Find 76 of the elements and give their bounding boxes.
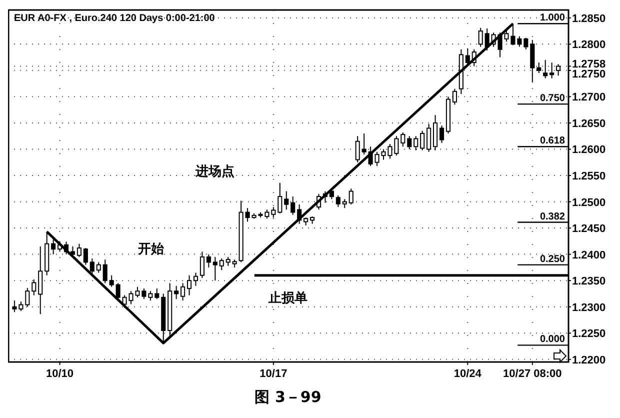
candlestick [284,190,289,210]
candlestick [90,258,94,275]
candlestick [524,37,528,50]
candlestick [38,246,43,315]
candlestick [426,124,432,152]
candlestick [348,188,354,205]
caption: 图 3－99 [254,388,322,406]
annotation: 0.250 [540,254,566,265]
y-tick-label: 1.2750 [572,68,606,80]
annotation: 开始 [136,242,165,257]
y-tick-label: 1.2550 [572,170,606,182]
annotation: 0.382 [540,211,566,222]
candlestick [543,59,548,79]
candlestick [154,288,160,300]
candlestick [83,247,88,266]
candlestick [407,136,412,150]
y-tick-label: 1.2250 [572,328,606,340]
x-tick-label: 10/24 [454,368,482,380]
candlestick [530,39,535,83]
candlestick [51,239,56,255]
candlestick [76,243,82,258]
candlestick [200,251,204,278]
candlestick [550,62,554,79]
candlestick [25,287,30,308]
candlestick [362,132,366,155]
candlestick [219,258,224,271]
candlestick [32,279,36,296]
candlestick [536,62,542,74]
y-tick-label: 1.2800 [572,39,606,52]
candlestick [414,136,418,151]
y-tick-label: 1.2500 [572,196,606,209]
candlestick [206,254,211,268]
candlestick [271,206,276,218]
annotation: 0.618 [540,136,566,147]
annotation: 1.000 [540,12,566,24]
x-tick-label: 10/17 [260,368,288,380]
candlestick [452,88,457,106]
candlestick [478,27,483,48]
y-tick-label: 1.2200 [572,354,606,366]
y-tick-label: 1.2650 [572,118,606,130]
y-tick-label: 1.2700 [572,92,606,104]
chart-title: EUR A0-FX , Euro.240 120 Days 0:00-21:00 [14,13,216,24]
candlestick [290,196,296,216]
annotation: 止损单 [268,290,308,306]
annotation: 0.000 [540,334,566,346]
x-tick-label: 10/27 08:00 [503,368,562,380]
candlestick [186,274,192,296]
candlestick [109,274,114,288]
y-tick-label: 1.2600 [572,144,606,156]
candlestick [193,272,198,286]
candlestick [433,114,438,151]
candlestick [439,125,444,144]
x-tick-label: 10/10 [46,368,74,380]
y-tick-label: 1.2350 [572,276,606,288]
annotation: 0.750 [540,93,566,104]
candlestick [400,132,406,148]
candlestick [336,194,340,208]
candlestick [116,282,120,300]
candlestick [394,136,399,156]
candlestick [102,259,108,284]
y-tick-label: 1.2300 [572,302,606,314]
candlestick [96,262,101,274]
y-tick-label: 1.2400 [572,249,606,262]
candlestick [355,136,360,163]
candlestick [556,64,561,76]
y-tick-label: 1.2850 [572,12,606,25]
candlestick [278,182,282,214]
y-tick-label: 1.2758 [572,58,606,70]
annotation: 进场点 [194,163,235,180]
candlestick [174,285,179,300]
y-tick-label: 1.2450 [572,223,606,236]
candlestick [148,290,153,302]
candlestick [212,256,218,282]
candlestick [70,246,76,258]
candlestick [420,130,425,151]
candlestick [180,282,186,302]
